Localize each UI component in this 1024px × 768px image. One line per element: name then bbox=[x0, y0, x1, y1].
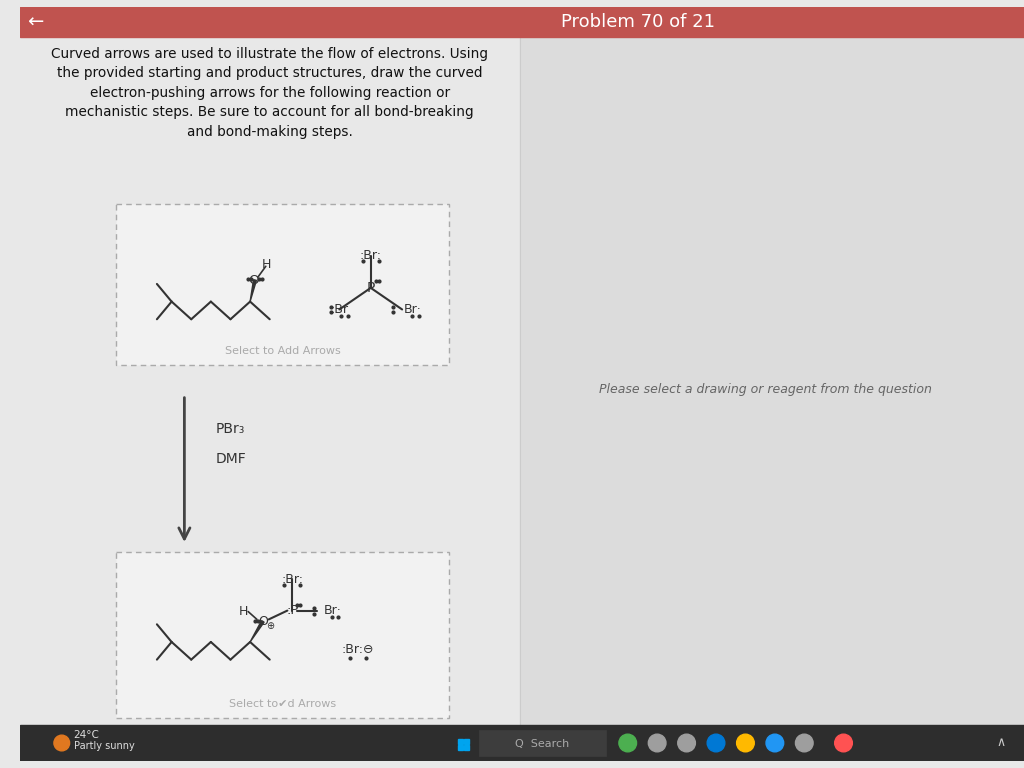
Text: Br·: Br· bbox=[324, 604, 341, 617]
Text: :Br:: :Br: bbox=[282, 573, 303, 586]
Polygon shape bbox=[250, 621, 264, 642]
Bar bbox=[520, 37, 1024, 760]
Text: :Br:: :Br: bbox=[359, 249, 382, 262]
Circle shape bbox=[618, 734, 637, 752]
Text: ∧: ∧ bbox=[996, 737, 1005, 750]
Circle shape bbox=[835, 734, 852, 752]
Circle shape bbox=[54, 735, 70, 751]
Text: H: H bbox=[262, 258, 271, 271]
Bar bbox=[19, 37, 520, 760]
Text: Br·: Br· bbox=[404, 303, 422, 316]
Polygon shape bbox=[250, 280, 256, 302]
Bar bbox=[464, 739, 469, 744]
Text: ←: ← bbox=[27, 12, 43, 31]
Text: ⊕: ⊕ bbox=[265, 621, 273, 631]
Text: Q  Search: Q Search bbox=[515, 739, 569, 749]
Text: ·O·: ·O· bbox=[246, 273, 264, 286]
Bar bbox=[464, 745, 469, 750]
Text: Select to✔d Arrows: Select to✔d Arrows bbox=[229, 699, 336, 709]
Circle shape bbox=[678, 734, 695, 752]
Text: P: P bbox=[367, 281, 375, 295]
Text: Partly sunny: Partly sunny bbox=[74, 741, 134, 751]
Circle shape bbox=[648, 734, 666, 752]
Bar bbox=[116, 551, 450, 719]
Bar bbox=[116, 204, 450, 366]
Circle shape bbox=[766, 734, 783, 752]
Text: Curved arrows are used to illustrate the flow of electrons. Using
the provided s: Curved arrows are used to illustrate the… bbox=[51, 47, 488, 138]
Bar bbox=[458, 745, 463, 750]
Circle shape bbox=[736, 734, 755, 752]
Text: :P: :P bbox=[286, 604, 298, 617]
Text: DMF: DMF bbox=[216, 452, 247, 465]
Text: Select to Add Arrows: Select to Add Arrows bbox=[224, 346, 340, 356]
Text: 24°C: 24°C bbox=[74, 730, 99, 740]
Circle shape bbox=[708, 734, 725, 752]
Bar bbox=[19, 725, 1024, 760]
Text: :Br: :Br bbox=[331, 303, 348, 316]
Text: :Br:⊖: :Br:⊖ bbox=[342, 644, 374, 657]
Text: Problem 70 of 21: Problem 70 of 21 bbox=[560, 13, 715, 31]
Text: H: H bbox=[239, 605, 248, 618]
Text: O: O bbox=[258, 615, 268, 628]
Bar bbox=[19, 8, 1024, 37]
Text: Please select a drawing or reagent from the question: Please select a drawing or reagent from … bbox=[599, 383, 932, 396]
Circle shape bbox=[796, 734, 813, 752]
Bar bbox=[478, 730, 606, 756]
Text: PBr₃: PBr₃ bbox=[216, 422, 245, 436]
Bar bbox=[458, 739, 463, 744]
